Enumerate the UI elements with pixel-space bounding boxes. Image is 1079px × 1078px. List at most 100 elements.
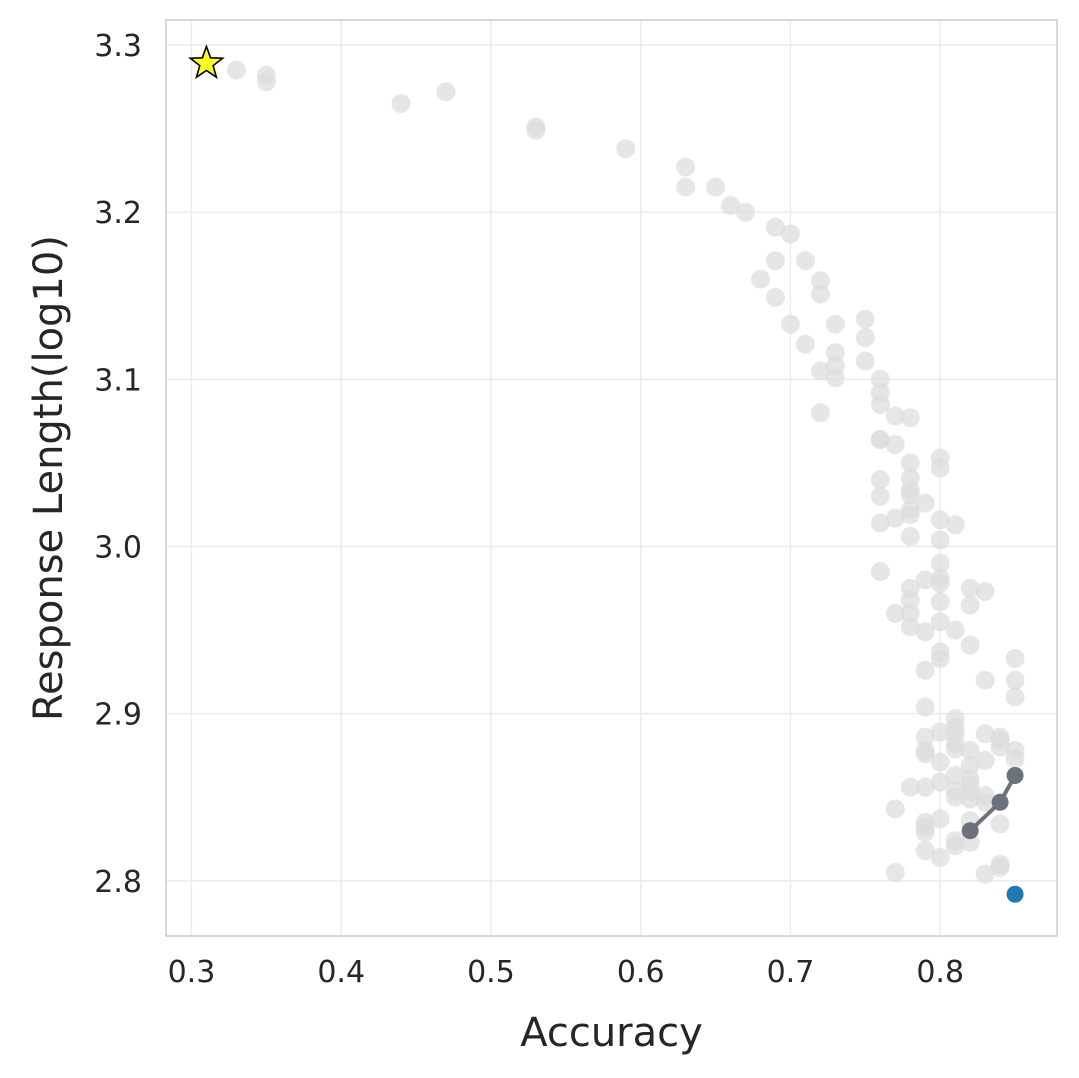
- y-tick-label: 3.1: [94, 363, 142, 398]
- background-point: [945, 787, 965, 807]
- background-point: [900, 590, 920, 610]
- background-point: [676, 157, 696, 177]
- background-point: [960, 740, 980, 760]
- highlight-point: [1006, 885, 1024, 903]
- background-point: [736, 202, 756, 222]
- background-point: [855, 328, 875, 348]
- background-point: [885, 799, 905, 819]
- series-point: [1006, 767, 1024, 785]
- background-point: [900, 408, 920, 428]
- background-point: [930, 752, 950, 772]
- x-tick-label: 0.8: [916, 955, 964, 990]
- background-point: [810, 361, 830, 381]
- background-point: [870, 470, 890, 490]
- background-point: [930, 847, 950, 867]
- background-point: [960, 756, 980, 776]
- background-point: [780, 224, 800, 244]
- background-point: [960, 789, 980, 809]
- background-point: [900, 603, 920, 623]
- background-points: [226, 60, 1025, 884]
- background-point: [930, 553, 950, 573]
- highlight-series: [1006, 885, 1024, 903]
- background-point: [750, 269, 770, 289]
- background-point: [825, 368, 845, 388]
- background-point: [900, 505, 920, 525]
- background-point: [945, 620, 965, 640]
- background-point: [706, 177, 726, 197]
- background-point: [870, 394, 890, 414]
- x-axis-title: Accuracy: [520, 1010, 703, 1056]
- background-point: [915, 841, 935, 861]
- background-point: [960, 578, 980, 598]
- background-point: [975, 724, 995, 744]
- background-point: [990, 814, 1010, 834]
- y-axis-title: Response Length(log10): [26, 235, 72, 721]
- background-point: [930, 649, 950, 669]
- x-tick-label: 0.3: [168, 955, 216, 990]
- background-point: [930, 592, 950, 612]
- background-point: [870, 486, 890, 506]
- background-point: [915, 727, 935, 747]
- background-point: [900, 453, 920, 473]
- background-point: [945, 766, 965, 786]
- background-point: [945, 836, 965, 856]
- background-point: [975, 864, 995, 884]
- x-tick-label: 0.7: [767, 955, 815, 990]
- y-tick-label: 2.8: [94, 865, 142, 900]
- background-point: [975, 670, 995, 690]
- background-point: [616, 139, 636, 159]
- background-point: [256, 72, 276, 92]
- background-point: [915, 744, 935, 764]
- background-point: [870, 513, 890, 533]
- background-point: [870, 369, 890, 389]
- background-point: [810, 284, 830, 304]
- background-point: [795, 251, 815, 271]
- background-point: [780, 314, 800, 334]
- grid-lines: [166, 20, 1057, 936]
- background-point: [975, 792, 995, 812]
- background-point: [930, 510, 950, 530]
- background-point: [855, 309, 875, 329]
- background-point: [810, 403, 830, 423]
- x-tick-label: 0.5: [467, 955, 515, 990]
- background-point: [915, 777, 935, 797]
- background-point: [676, 177, 696, 197]
- series-point: [991, 793, 1009, 811]
- background-point: [1005, 749, 1025, 769]
- background-point: [810, 271, 830, 291]
- background-point: [915, 493, 935, 513]
- background-point: [975, 582, 995, 602]
- background-point: [795, 334, 815, 354]
- background-point: [930, 458, 950, 478]
- y-tick-labels: 2.8 2.9 3.0 3.1 3.2 3.3: [94, 29, 142, 900]
- x-tick-labels: 0.3 0.4 0.5 0.6 0.7 0.8: [168, 955, 964, 990]
- y-tick-label: 2.9: [94, 698, 142, 733]
- background-point: [765, 217, 785, 237]
- background-point: [990, 857, 1010, 877]
- background-point: [930, 772, 950, 792]
- background-point: [855, 351, 875, 371]
- background-point: [915, 622, 935, 642]
- background-point: [945, 515, 965, 535]
- background-point: [1005, 670, 1025, 690]
- background-point: [930, 530, 950, 550]
- background-point: [990, 737, 1010, 757]
- background-point: [885, 435, 905, 455]
- background-point: [870, 430, 890, 450]
- background-point: [825, 314, 845, 334]
- background-point: [1005, 649, 1025, 669]
- background-point: [825, 343, 845, 363]
- background-point: [930, 809, 950, 829]
- connected-series: [961, 767, 1024, 840]
- y-tick-label: 3.0: [94, 531, 142, 566]
- series-point: [961, 822, 979, 840]
- plot-frame: [165, 19, 1058, 937]
- background-point: [885, 603, 905, 623]
- background-point: [765, 251, 785, 271]
- background-point: [900, 777, 920, 797]
- background-point: [975, 750, 995, 770]
- background-point: [945, 739, 965, 759]
- background-point: [900, 527, 920, 547]
